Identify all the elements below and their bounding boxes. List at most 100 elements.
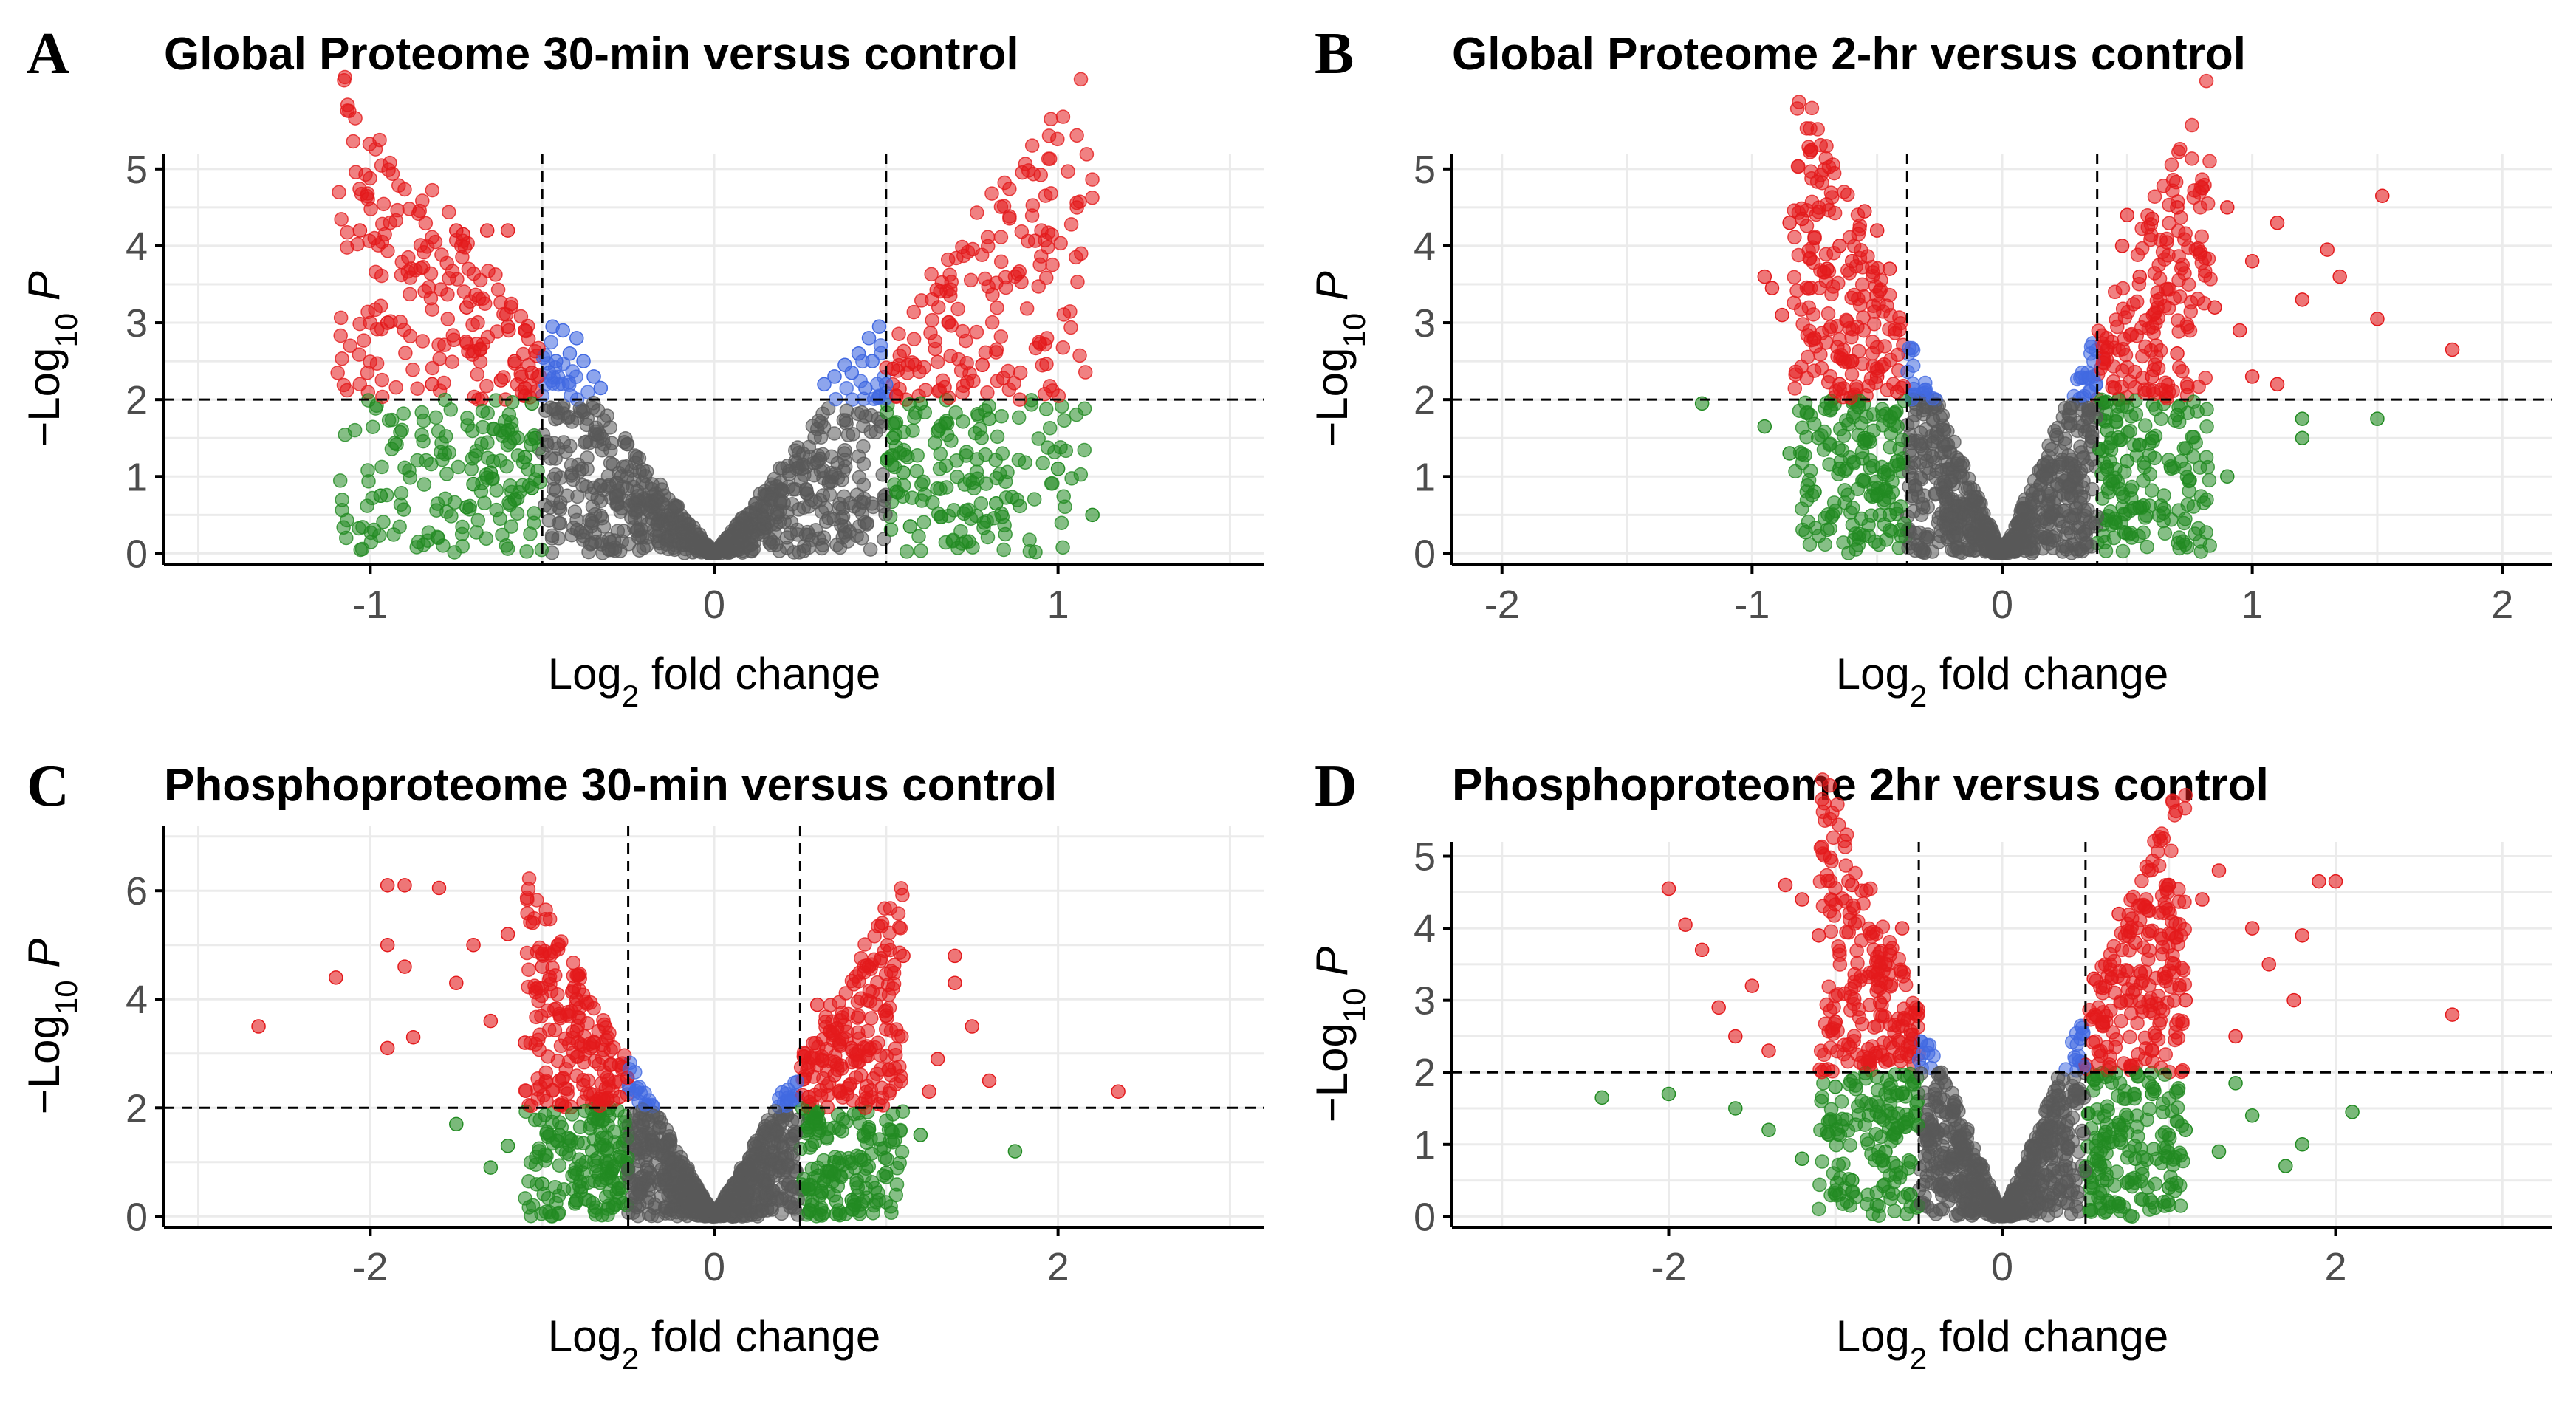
data-point	[958, 503, 973, 518]
data-point	[337, 72, 352, 88]
data-point	[2320, 242, 2334, 257]
data-point	[923, 326, 938, 340]
data-point	[925, 312, 939, 328]
data-point	[869, 997, 883, 1012]
panel-letter: D	[1315, 754, 1357, 819]
data-point	[483, 465, 499, 480]
data-point	[1832, 239, 1847, 253]
data-point	[500, 1138, 515, 1153]
data-point	[483, 1013, 499, 1029]
data-point	[521, 1173, 536, 1189]
data-point	[801, 1181, 816, 1197]
data-point	[945, 534, 960, 549]
data-point	[982, 411, 997, 426]
data-point	[2077, 388, 2092, 404]
data-point	[1883, 308, 1898, 323]
data-point	[757, 517, 772, 532]
data-point	[2125, 297, 2141, 312]
data-point	[944, 318, 959, 333]
data-point	[411, 206, 426, 222]
data-point	[445, 354, 459, 369]
data-point	[2164, 157, 2179, 172]
data-point	[2089, 410, 2103, 425]
data-point	[2186, 430, 2201, 445]
data-point	[896, 948, 911, 964]
data-point	[600, 1201, 615, 1216]
data-point	[1856, 472, 1871, 487]
x-tick-label: -1	[352, 583, 388, 627]
data-point	[360, 498, 374, 513]
data-point	[931, 300, 946, 315]
data-point	[763, 1162, 778, 1176]
data-point	[2015, 504, 2031, 518]
data-point	[2094, 491, 2110, 506]
data-point	[555, 323, 570, 338]
data-point	[939, 458, 953, 473]
data-point	[850, 1010, 865, 1025]
data-point	[955, 239, 970, 255]
data-point	[781, 479, 796, 495]
data-point	[2094, 328, 2109, 343]
data-point	[628, 1198, 643, 1213]
data-point	[2114, 432, 2128, 447]
data-point	[1012, 264, 1027, 279]
data-point	[896, 465, 911, 480]
data-point	[2072, 495, 2088, 510]
y-tick-label: 4	[126, 978, 148, 1022]
data-point	[431, 337, 446, 352]
data-point	[2207, 300, 2222, 315]
data-point	[770, 506, 785, 521]
data-point	[2159, 389, 2174, 404]
data-point	[950, 301, 965, 317]
x-tick-label: -2	[352, 1245, 388, 1289]
data-point	[576, 1136, 591, 1151]
data-point	[1799, 121, 1815, 136]
data-point	[1024, 138, 1040, 153]
data-point	[860, 515, 875, 531]
data-point	[579, 434, 594, 450]
data-point	[2157, 526, 2173, 541]
data-point	[535, 959, 549, 974]
data-point	[867, 929, 882, 944]
data-point	[439, 255, 454, 271]
data-point	[1007, 376, 1021, 391]
data-point	[417, 284, 432, 299]
data-point	[895, 888, 910, 902]
data-point	[360, 366, 375, 380]
data-point	[2117, 332, 2132, 346]
data-point	[928, 341, 942, 357]
data-point	[475, 404, 490, 419]
data-point	[2100, 343, 2114, 358]
data-point	[1798, 525, 1813, 540]
data-point	[811, 1125, 826, 1141]
data-point	[2137, 418, 2153, 433]
data-point	[787, 1124, 802, 1139]
data-point	[440, 312, 456, 326]
data-point	[535, 1176, 549, 1191]
grid	[1452, 154, 2552, 565]
data-point	[2115, 363, 2130, 378]
data-point	[861, 331, 877, 346]
cutoff-lines	[164, 826, 1264, 1227]
x-tick-label: -1	[1734, 583, 1770, 627]
data-point	[1883, 439, 1897, 455]
data-point	[993, 230, 1009, 244]
data-point	[2120, 453, 2135, 469]
data-point	[902, 519, 918, 534]
data-point	[402, 470, 418, 485]
data-point	[1866, 407, 1881, 422]
data-point	[490, 282, 506, 298]
data-point	[1787, 381, 1803, 396]
data-point	[479, 378, 494, 394]
data-point	[702, 541, 718, 557]
data-point	[1856, 310, 1871, 325]
data-point	[2156, 513, 2171, 529]
data-point	[2147, 450, 2162, 466]
data-point	[735, 545, 750, 560]
data-point	[1815, 792, 1829, 807]
data-point	[990, 373, 1005, 388]
data-point	[1831, 275, 1846, 291]
data-point	[889, 1177, 905, 1192]
data-point	[1887, 1204, 1902, 1218]
data-point	[965, 1019, 979, 1034]
